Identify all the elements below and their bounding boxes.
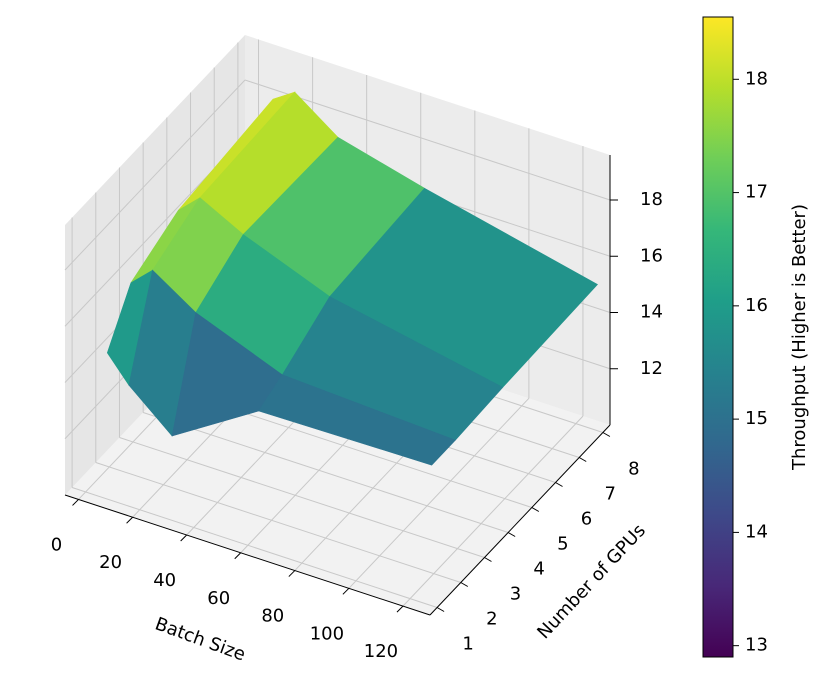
colorbar-tick-label: 15 [745, 408, 768, 429]
x-tick-label: 20 [99, 552, 122, 573]
x-tick-label: 120 [364, 641, 398, 662]
x-tick-label: 0 [51, 534, 62, 555]
z-tick-label: 18 [640, 189, 663, 210]
x-tick [234, 552, 242, 560]
y-grid-line [71, 487, 438, 608]
x-grid-line [402, 415, 584, 607]
x-tick-label: 40 [153, 570, 176, 591]
y-tick [555, 482, 563, 487]
z-grid-line [244, 79, 611, 201]
colorbar-tick-label: 13 [745, 635, 768, 656]
y-tick [507, 532, 516, 537]
colorbar [702, 16, 734, 658]
z-tick-label: 14 [640, 302, 663, 323]
z-tick-label: 16 [640, 245, 663, 266]
y-axis-label: Number of GPUs [533, 520, 650, 643]
colorbar-tick-label: 18 [745, 68, 768, 89]
x-tick-label: 100 [310, 623, 344, 644]
y-tick-label: 8 [628, 459, 639, 480]
y-tick [531, 507, 540, 512]
x-tick [288, 570, 296, 577]
z-tick-label: 12 [640, 358, 663, 379]
y-tick-label: 4 [533, 559, 544, 580]
y-grid-line [143, 412, 509, 533]
colorbar-tick-label: 17 [745, 182, 768, 203]
y-tick [436, 607, 445, 612]
colorbar-tick-label: 16 [745, 295, 768, 316]
y-tick [578, 457, 587, 462]
x-tick [342, 587, 350, 595]
y-tick [460, 582, 469, 587]
x-grid-line [348, 397, 530, 589]
surface-patch [258, 374, 456, 466]
y-tick-label: 5 [557, 534, 568, 555]
x-tick [180, 534, 188, 542]
x-tick-label: 60 [207, 588, 230, 609]
y-tick-label: 1 [462, 634, 473, 655]
y-tick-label: 2 [486, 609, 497, 630]
axis-line [429, 424, 611, 616]
x-axis-label: Batch Size [152, 614, 248, 666]
x-tick-label: 80 [261, 606, 284, 627]
x-tick [396, 605, 404, 613]
y-tick-label: 3 [510, 584, 521, 605]
y-grid-line [119, 437, 485, 558]
z-grid-line [64, 79, 246, 271]
x-tick [72, 499, 79, 506]
y-grid-line [95, 462, 461, 583]
y-tick-label: 6 [581, 509, 592, 530]
colorbar-label: Throughput (Higher is Better) [789, 204, 810, 471]
y-tick [484, 557, 492, 562]
y-tick-label: 7 [604, 484, 615, 505]
axis-line [64, 494, 431, 616]
colorbar-tick-label: 14 [745, 521, 768, 542]
y-tick [602, 432, 611, 437]
x-tick [126, 516, 133, 524]
